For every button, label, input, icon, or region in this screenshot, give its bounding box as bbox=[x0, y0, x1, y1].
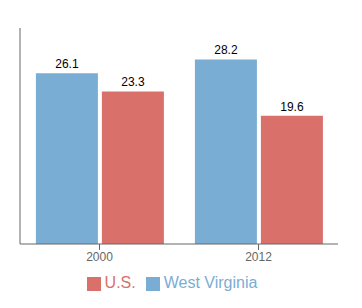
svg-text:23.3: 23.3 bbox=[121, 75, 145, 89]
svg-text:2012: 2012 bbox=[245, 250, 272, 264]
html-text:West Virginia: West Virginia bbox=[163, 274, 258, 291]
svg-text:28.2: 28.2 bbox=[214, 43, 238, 57]
svg-text:2000: 2000 bbox=[86, 250, 113, 264]
svg-text:19.6: 19.6 bbox=[280, 100, 304, 114]
svg-text:26.1: 26.1 bbox=[55, 57, 79, 71]
html-text:U.S.: U.S. bbox=[104, 274, 136, 291]
